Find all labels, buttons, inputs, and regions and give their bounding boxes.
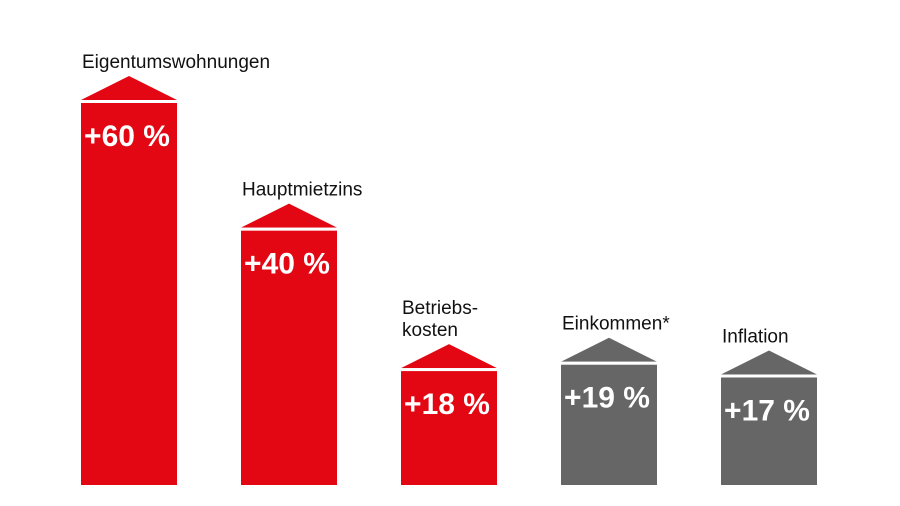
bar-1 — [241, 229, 337, 485]
bar-roof-3 — [561, 337, 657, 362]
bar-roof-0 — [81, 76, 177, 100]
bar-0 — [81, 102, 177, 485]
value-label-2: +18 % — [404, 388, 490, 421]
bar-separator-3 — [561, 361, 657, 365]
bar-separator-0 — [81, 100, 177, 103]
category-label-2-0: Betriebs- — [402, 298, 478, 319]
category-label-0-0: Eigentumswohnungen — [82, 52, 270, 73]
bar-separator-4 — [721, 374, 817, 378]
value-label-0: +60 % — [84, 120, 170, 153]
category-label-1-0: Hauptmietzins — [242, 180, 362, 201]
bar-roof-4 — [721, 350, 817, 375]
bar-2 — [401, 370, 497, 485]
category-label-2-1: kosten — [402, 320, 458, 341]
category-label-3-0: Einkommen* — [562, 314, 670, 335]
category-label-4-0: Inflation — [722, 326, 789, 347]
value-label-4: +17 % — [724, 394, 810, 427]
bar-roof-2 — [401, 344, 497, 369]
bar-separator-1 — [241, 227, 337, 231]
bar-3 — [561, 363, 657, 485]
bar-separator-2 — [401, 368, 497, 372]
bar-roof-1 — [241, 203, 337, 228]
value-label-3: +19 % — [564, 382, 650, 415]
bar-4 — [721, 376, 817, 485]
value-label-1: +40 % — [244, 248, 330, 281]
